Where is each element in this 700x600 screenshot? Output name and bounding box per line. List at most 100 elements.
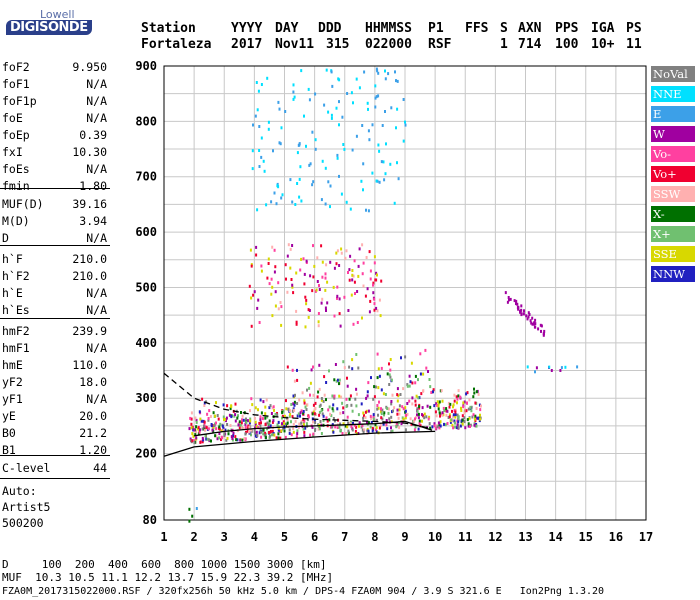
param-value: N/A — [86, 286, 107, 300]
header-label-p1: P1 — [428, 21, 444, 36]
echo-mark — [269, 424, 272, 428]
echo-mark — [253, 290, 256, 294]
echo-mark — [516, 302, 519, 306]
echo-mark — [191, 514, 194, 518]
echo-mark — [351, 428, 354, 432]
x-tick-label: 11 — [458, 530, 472, 544]
echo-mark — [356, 290, 359, 293]
echo-mark — [235, 438, 238, 442]
echo-mark — [260, 430, 262, 434]
echo-mark — [419, 352, 422, 356]
echo-mark — [222, 403, 225, 407]
echo-mark — [248, 284, 251, 288]
echo-mark — [344, 424, 347, 428]
echo-mark — [270, 277, 273, 281]
echo-mark — [260, 264, 263, 268]
echo-mark — [207, 427, 210, 431]
echo-mark — [301, 391, 304, 395]
echo-mark — [474, 419, 477, 423]
echo-mark — [439, 420, 442, 424]
echo-mark — [453, 393, 456, 397]
echo-mark — [270, 433, 273, 437]
echo-mark — [447, 416, 450, 419]
param-label: C-level — [2, 461, 51, 475]
echo-mark — [317, 320, 320, 324]
echo-mark — [479, 408, 482, 412]
echo-mark — [195, 425, 198, 429]
echo-mark — [226, 404, 229, 408]
echo-mark — [478, 403, 481, 407]
footer-muf-row: MUF 10.3 10.5 11.1 12.2 13.7 15.9 22.3 3… — [2, 571, 334, 584]
echo-mark — [393, 201, 396, 205]
echo-mark — [244, 422, 247, 426]
echo-mark — [300, 69, 303, 73]
echo-mark — [376, 376, 379, 380]
echo-mark — [375, 67, 378, 71]
echo-mark — [328, 369, 330, 373]
echo-mark — [455, 395, 458, 399]
echo-mark — [404, 409, 407, 413]
param-row: h`F 210.0 — [2, 252, 107, 270]
echo-mark — [436, 403, 439, 407]
x-tick-label: 14 — [548, 530, 562, 544]
echo-mark — [277, 100, 280, 104]
echo-mark — [314, 92, 317, 96]
param-label: hmF1 — [2, 341, 30, 355]
echo-mark — [401, 405, 404, 409]
echo-mark — [443, 409, 446, 413]
echo-mark — [417, 427, 420, 431]
echo-mark — [376, 352, 379, 356]
echo-mark — [201, 427, 204, 431]
echo-mark — [438, 411, 441, 415]
param-value: 1.20 — [79, 443, 107, 457]
echo-mark — [190, 411, 193, 415]
echo-mark — [318, 284, 320, 287]
echo-mark — [414, 417, 416, 421]
echo-mark — [250, 324, 253, 328]
echo-mark — [323, 393, 326, 397]
echo-mark — [329, 425, 332, 429]
echo-mark — [275, 202, 278, 206]
echo-mark — [291, 244, 294, 247]
echo-mark — [250, 296, 253, 300]
echo-mark — [248, 425, 251, 429]
echo-mark — [289, 247, 292, 251]
echo-mark — [353, 259, 356, 263]
echo-mark — [274, 265, 277, 269]
echo-mark — [370, 376, 372, 380]
echo-mark — [367, 381, 370, 385]
echo-mark — [295, 320, 298, 324]
echo-mark — [396, 79, 399, 83]
echo-mark — [395, 79, 397, 83]
echo-mark — [433, 422, 436, 426]
echo-mark — [317, 390, 320, 394]
echo-mark — [286, 254, 289, 258]
echo-mark — [251, 403, 254, 407]
echo-mark — [357, 274, 360, 278]
echo-mark — [276, 413, 279, 417]
echo-mark — [474, 401, 477, 405]
echo-mark — [425, 415, 428, 419]
echo-mark — [351, 273, 354, 277]
echo-mark — [388, 362, 390, 366]
profile-curve-upper-bound — [163, 372, 433, 430]
param-value: N/A — [86, 392, 107, 406]
echo-mark — [349, 394, 352, 398]
echo-mark — [281, 410, 284, 414]
echo-mark — [267, 262, 270, 265]
echo-mark — [303, 419, 306, 423]
param-value: 20.0 — [79, 409, 107, 423]
param-row: foEp 0.39 — [2, 128, 107, 146]
echo-mark — [306, 403, 309, 407]
param-row: foF1 N/A — [2, 77, 107, 95]
echo-mark — [373, 385, 376, 389]
echo-mark — [326, 301, 329, 305]
echo-mark — [340, 192, 343, 196]
echo-mark — [409, 380, 412, 384]
param-label: foE — [2, 111, 23, 125]
echo-mark — [363, 70, 366, 74]
echo-mark — [397, 416, 400, 420]
echo-mark — [438, 426, 441, 430]
echo-mark — [213, 424, 216, 427]
echo-mark — [262, 432, 265, 436]
